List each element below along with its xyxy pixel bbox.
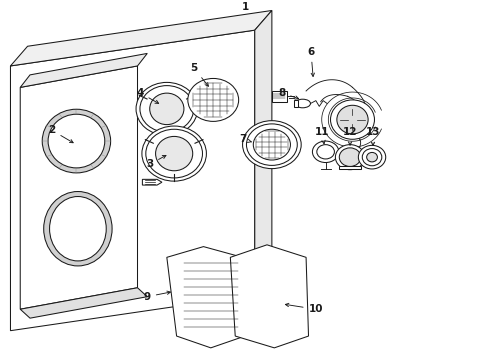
Ellipse shape bbox=[362, 149, 382, 166]
Ellipse shape bbox=[358, 145, 386, 169]
Ellipse shape bbox=[49, 197, 106, 261]
Ellipse shape bbox=[317, 145, 334, 159]
Polygon shape bbox=[10, 30, 255, 331]
Polygon shape bbox=[272, 91, 287, 102]
Ellipse shape bbox=[48, 114, 105, 168]
Polygon shape bbox=[143, 179, 162, 185]
Ellipse shape bbox=[150, 93, 184, 125]
Polygon shape bbox=[167, 247, 245, 348]
Text: 3: 3 bbox=[146, 156, 166, 169]
Polygon shape bbox=[339, 166, 361, 169]
Text: 12: 12 bbox=[343, 127, 357, 145]
Ellipse shape bbox=[243, 121, 301, 168]
Ellipse shape bbox=[140, 86, 194, 132]
Text: 2: 2 bbox=[49, 125, 73, 143]
Polygon shape bbox=[20, 66, 138, 309]
Ellipse shape bbox=[156, 136, 193, 171]
Ellipse shape bbox=[136, 82, 197, 135]
Polygon shape bbox=[20, 288, 147, 318]
Polygon shape bbox=[230, 245, 309, 348]
Ellipse shape bbox=[313, 141, 339, 162]
Polygon shape bbox=[255, 10, 272, 295]
Ellipse shape bbox=[331, 100, 374, 139]
Polygon shape bbox=[294, 100, 298, 107]
Ellipse shape bbox=[44, 192, 112, 266]
Polygon shape bbox=[10, 10, 272, 66]
Text: 13: 13 bbox=[366, 127, 380, 145]
Ellipse shape bbox=[146, 129, 202, 178]
Ellipse shape bbox=[367, 152, 377, 162]
Ellipse shape bbox=[295, 99, 311, 108]
Ellipse shape bbox=[335, 145, 365, 170]
Ellipse shape bbox=[42, 109, 111, 173]
Ellipse shape bbox=[188, 78, 239, 121]
Text: 5: 5 bbox=[190, 63, 208, 86]
Ellipse shape bbox=[142, 126, 206, 181]
Polygon shape bbox=[20, 53, 147, 87]
Text: 11: 11 bbox=[315, 127, 329, 144]
Ellipse shape bbox=[337, 105, 368, 134]
Ellipse shape bbox=[253, 129, 291, 160]
Text: 1: 1 bbox=[242, 2, 248, 12]
Text: 4: 4 bbox=[136, 88, 159, 103]
Ellipse shape bbox=[339, 148, 361, 166]
Text: 9: 9 bbox=[144, 291, 171, 302]
Text: 10: 10 bbox=[285, 303, 323, 314]
Text: 8: 8 bbox=[278, 88, 298, 99]
Ellipse shape bbox=[246, 124, 297, 165]
Text: 6: 6 bbox=[307, 47, 315, 76]
Text: 7: 7 bbox=[239, 134, 252, 144]
